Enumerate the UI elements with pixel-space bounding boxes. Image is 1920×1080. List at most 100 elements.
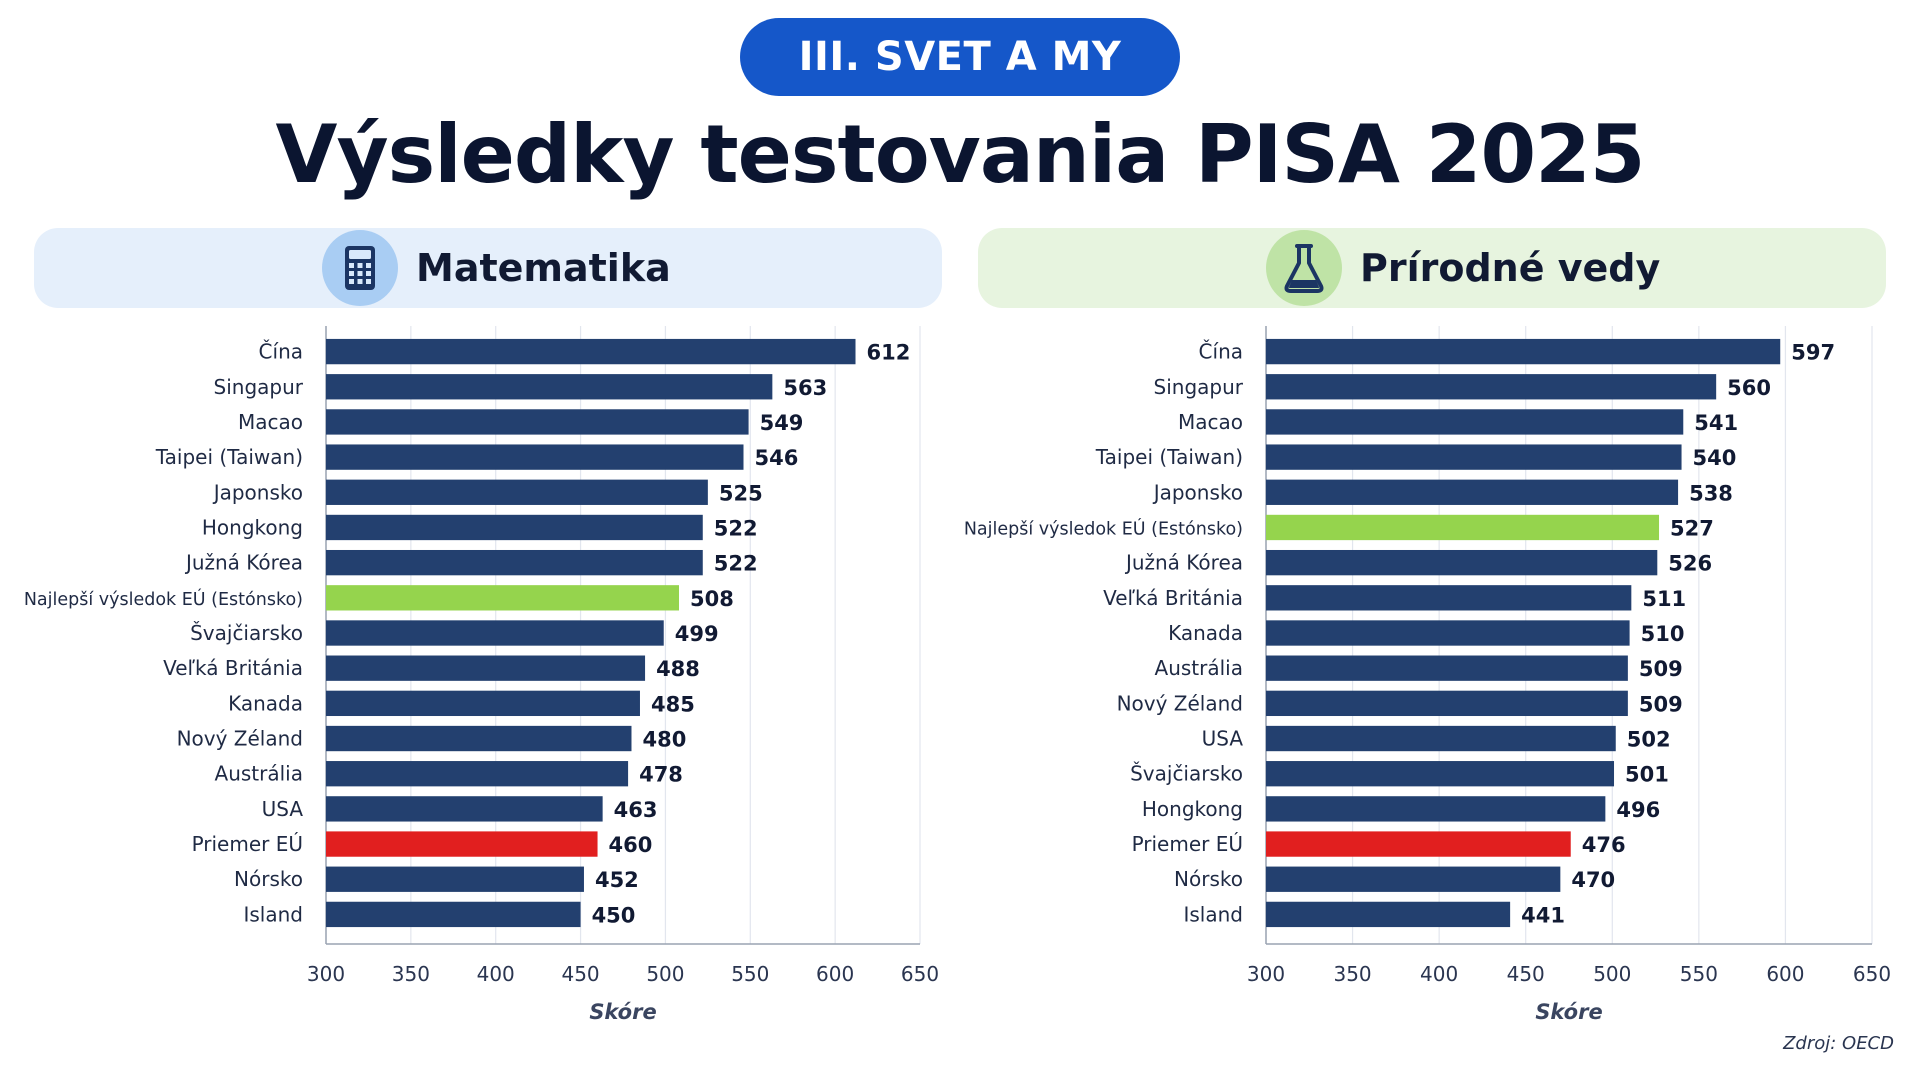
math-tick-label: 350	[392, 962, 430, 986]
math-value-label: 460	[609, 833, 653, 857]
math-tick-label: 400	[477, 962, 515, 986]
science-bar	[1266, 690, 1628, 717]
math-bar	[326, 409, 749, 435]
science-category-label: Nový Zéland	[1117, 691, 1243, 715]
science-category-label: USA	[1202, 727, 1244, 751]
math-bar	[326, 866, 584, 892]
science-category-label: Najlepší výsledok EÚ (Estónsko)	[964, 517, 1243, 539]
science-value-label: 509	[1639, 657, 1683, 681]
math-tick-label: 300	[307, 962, 345, 986]
science-value-label: 470	[1571, 868, 1615, 892]
math-bar	[326, 585, 680, 611]
math-category-label: Nový Zéland	[177, 727, 303, 751]
math-value-label: 488	[656, 657, 700, 681]
science-category-label: Švajčiarsko	[1130, 762, 1243, 786]
math-bar	[326, 831, 598, 857]
math-chart: Čína 612 Singapur 563 Macao 549 Taipei (Taiwan…	[24, 326, 939, 1024]
science-category-label: Priemer EÚ	[1132, 832, 1243, 856]
science-bar	[1266, 374, 1717, 400]
science-value-label: 526	[1668, 552, 1712, 576]
science-bar	[1266, 796, 1606, 822]
math-value-label: 522	[714, 516, 758, 540]
math-value-label: 499	[675, 622, 719, 646]
math-value-label: 612	[867, 341, 911, 365]
science-tick-label: 350	[1333, 962, 1371, 986]
math-tick-label: 450	[561, 962, 599, 986]
math-value-label: 485	[651, 692, 695, 716]
science-value-label: 501	[1625, 763, 1669, 787]
science-value-label: 511	[1642, 587, 1686, 611]
math-bar	[326, 761, 629, 787]
math-category-label: Najlepší výsledok EÚ (Estónsko)	[24, 588, 303, 610]
math-bar	[326, 338, 856, 365]
science-value-label: 509	[1639, 692, 1683, 716]
math-bar	[326, 479, 708, 505]
math-category-label: USA	[262, 797, 304, 821]
page-title: Výsledky testovania PISA 2025	[275, 108, 1646, 201]
math-value-label: 463	[614, 798, 658, 822]
math-value-label: 508	[690, 587, 734, 611]
science-bar	[1266, 901, 1511, 928]
science-value-label: 541	[1694, 411, 1738, 435]
science-tick-label: 300	[1247, 962, 1285, 986]
science-value-label: 476	[1582, 833, 1626, 857]
math-tick-label: 500	[646, 962, 684, 986]
science-bar	[1266, 761, 1615, 787]
science-x-axis-label: Skóre	[1535, 1000, 1602, 1024]
math-value-label: 450	[592, 903, 636, 927]
science-category-label: Kanada	[1168, 621, 1243, 645]
math-bar	[326, 444, 744, 470]
science-value-label: 502	[1627, 728, 1671, 752]
science-bar	[1266, 655, 1628, 681]
math-bar	[326, 655, 646, 681]
science-tick-label: 500	[1593, 962, 1631, 986]
science-bar	[1266, 620, 1630, 646]
math-value-label: 480	[642, 728, 686, 752]
math-value-label: 452	[595, 868, 639, 892]
math-bar	[326, 514, 703, 541]
science-bar	[1266, 444, 1682, 470]
science-value-label: 597	[1791, 341, 1835, 365]
science-category-label: Veľká Británia	[1103, 586, 1243, 610]
science-value-label: 527	[1670, 516, 1714, 540]
science-value-label: 538	[1689, 481, 1733, 505]
science-tick-label: 650	[1853, 962, 1891, 986]
math-bar	[326, 796, 603, 822]
science-tick-label: 550	[1680, 962, 1718, 986]
math-tick-label: 650	[901, 962, 939, 986]
science-chart: Čína 597 Singapur 560 Macao 541 Taipei (Taiwan…	[964, 326, 1891, 1024]
science-category-label: Južná Kórea	[1124, 551, 1243, 575]
math-category-label: Island	[243, 902, 303, 926]
math-category-label: Singapur	[214, 375, 304, 399]
source-note: Zdroj: OECD	[1783, 1033, 1894, 1054]
section-label-pill: III. SVET A MY	[740, 18, 1180, 96]
science-category-label: Macao	[1178, 410, 1243, 434]
math-category-label: Južná Kórea	[184, 551, 303, 575]
math-value-label: 546	[754, 446, 798, 470]
math-category-label: Hongkong	[202, 515, 303, 539]
science-panel-header: Prírodné vedy	[978, 228, 1886, 308]
math-bar	[326, 374, 773, 400]
science-category-label: Singapur	[1154, 375, 1244, 399]
science-bar	[1266, 514, 1660, 541]
math-category-label: Veľká Británia	[163, 656, 303, 680]
science-category-label: Taipei (Taiwan)	[1095, 445, 1243, 469]
science-value-label: 560	[1727, 376, 1771, 400]
science-category-label: Čína	[1199, 340, 1243, 364]
science-bar	[1266, 831, 1571, 857]
math-category-label: Švajčiarsko	[190, 621, 303, 645]
math-panel-title: Matematika	[416, 246, 671, 290]
math-category-label: Čína	[259, 340, 303, 364]
math-bar	[326, 690, 640, 717]
math-bar	[326, 549, 703, 576]
science-tick-label: 450	[1507, 962, 1545, 986]
math-bar	[326, 725, 632, 752]
math-value-label: 478	[639, 763, 683, 787]
calculator-icon	[322, 230, 398, 306]
science-value-label: 510	[1641, 622, 1685, 646]
math-category-label: Taipei (Taiwan)	[155, 445, 303, 469]
science-value-label: 441	[1521, 903, 1565, 927]
section-label: III. SVET A MY	[798, 34, 1122, 80]
math-value-label: 563	[783, 376, 827, 400]
